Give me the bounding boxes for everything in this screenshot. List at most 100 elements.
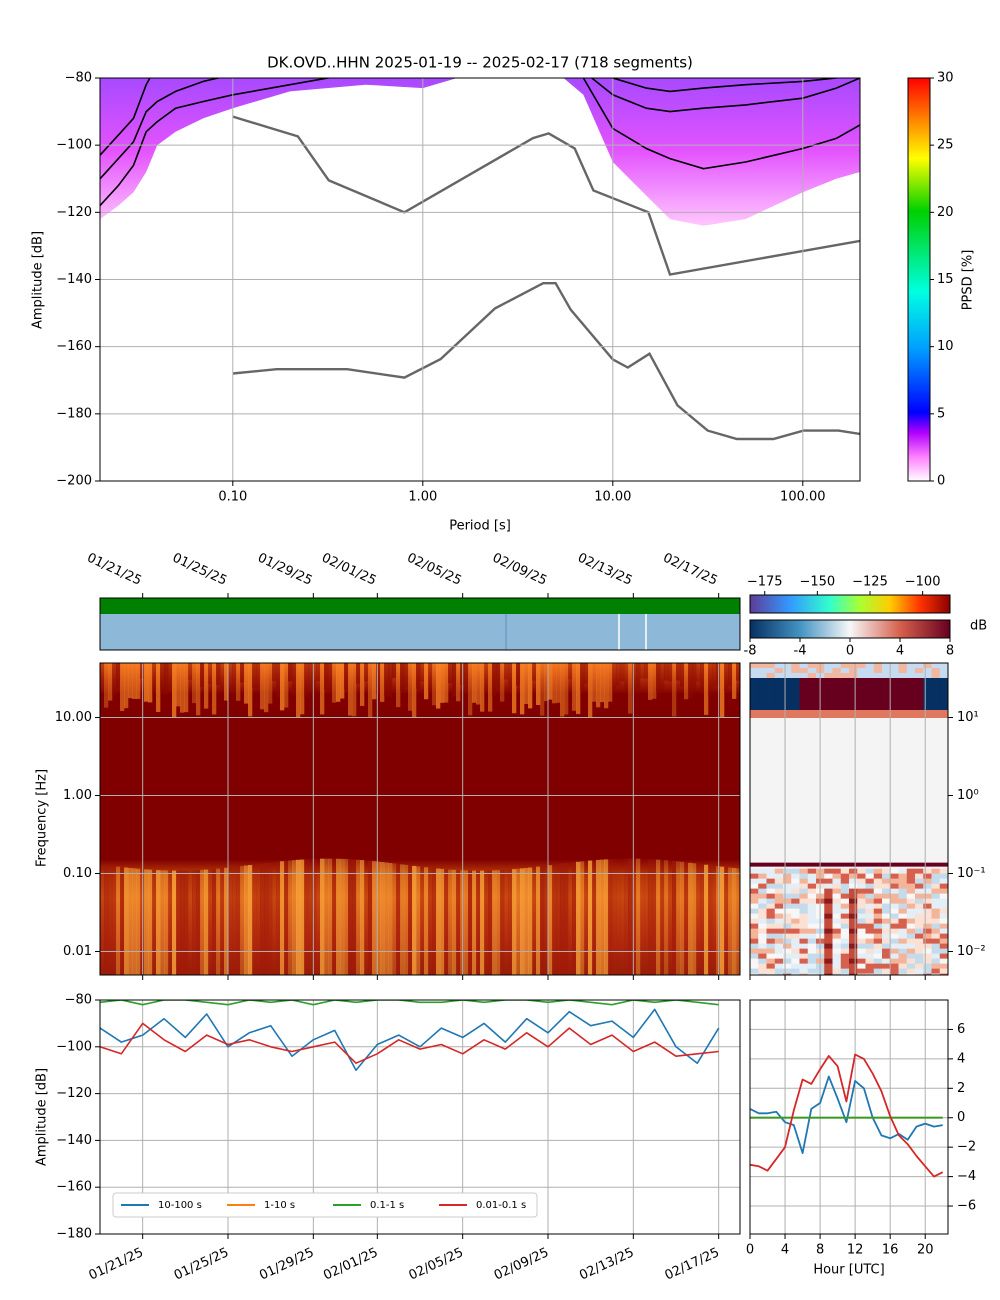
y-axis-label: Frequency [Hz] — [35, 769, 50, 867]
spectrogram-stripe — [672, 663, 677, 717]
heatmap-cell — [906, 918, 916, 924]
heatmap-cell — [807, 710, 817, 718]
spectrogram-stripe — [592, 663, 597, 702]
heatmap-cell — [865, 913, 875, 919]
heatmap-cell — [915, 668, 924, 674]
heatmap-cell — [873, 918, 883, 924]
colorbar-tick-label: 10 — [937, 339, 954, 354]
heatmap-cell — [832, 963, 842, 969]
heatmap-cell — [849, 953, 858, 959]
spectrogram-stripe — [228, 663, 233, 693]
heatmap-cell — [824, 913, 833, 919]
heatmap-cell — [906, 678, 916, 710]
heatmap-cell — [931, 678, 941, 710]
spectrogram-stripe — [644, 663, 649, 679]
heatmap-cell — [840, 908, 850, 914]
heatmap-cell — [898, 973, 908, 975]
spectrogram-stripe — [168, 663, 173, 688]
spectrogram-stripe — [576, 861, 581, 975]
heatmap-cell — [783, 948, 792, 954]
heatmap-cell — [923, 873, 932, 879]
spectrogram-stripe — [684, 862, 689, 975]
heatmap-cell — [849, 663, 858, 669]
series-line — [100, 1022, 719, 1064]
spectrogram-stripe — [536, 663, 541, 705]
heatmap-cell — [824, 943, 833, 949]
heatmap-cell — [824, 883, 833, 889]
heatmap-cell — [750, 918, 759, 924]
heatmap-cell — [857, 938, 866, 944]
spectrogram-stripe — [660, 859, 665, 975]
heatmap-cell — [857, 953, 866, 959]
heatmap-cell — [766, 710, 776, 718]
heatmap-cell — [865, 903, 875, 909]
x-tick-label: 0 — [746, 1243, 754, 1258]
heatmap-cell — [807, 933, 817, 939]
spectrogram-stripe — [308, 859, 313, 975]
heatmap-cell — [873, 668, 883, 674]
x-tick-label: 02/05/25 — [405, 551, 464, 589]
spectrogram-stripe — [384, 862, 389, 975]
spectrogram-stripe — [244, 663, 249, 704]
spectrogram-stripe — [516, 868, 521, 975]
spectrogram-stripe — [732, 663, 737, 699]
heatmap-cell — [758, 878, 767, 884]
legend-label: 10-100 s — [158, 1200, 202, 1211]
heatmap-cell — [865, 943, 875, 949]
spectrogram-stripe — [276, 861, 281, 975]
spectrogram-stripe — [664, 860, 669, 975]
x-tick-label: 02/17/25 — [661, 551, 720, 589]
spectrogram-stripe — [112, 866, 117, 975]
heatmap-cell — [865, 710, 875, 718]
spectrogram-stripe — [496, 663, 501, 689]
heatmap-cell — [832, 868, 842, 874]
spectrogram-stripe — [164, 663, 169, 695]
heatmap-cell — [799, 948, 809, 954]
spectrogram-stripe — [736, 663, 740, 681]
spectrogram-stripe — [284, 663, 289, 708]
heatmap-cell — [824, 963, 833, 969]
spectrogram-stripe — [580, 861, 585, 975]
heatmap-cell — [766, 923, 776, 929]
spectrogram-stripe — [100, 663, 105, 686]
spectrogram-stripe — [148, 869, 153, 975]
spectrogram-stripe — [708, 865, 713, 975]
heatmap-cell — [750, 913, 759, 919]
heatmap-cell — [873, 968, 883, 974]
spectrogram-stripe — [352, 859, 357, 975]
heatmap-cell — [923, 973, 932, 975]
heatmap-cell — [758, 973, 767, 975]
spectrogram-stripe — [572, 663, 577, 711]
heatmap-cell — [931, 888, 941, 894]
heatmap-cell — [799, 893, 809, 899]
spectrogram-stripe — [260, 663, 265, 710]
heatmap-cell — [915, 933, 924, 939]
spectrogram-stripe — [348, 663, 353, 716]
heatmap-cell — [931, 958, 941, 964]
spectrogram-stripe — [368, 860, 373, 975]
y-tick-label: 0 — [957, 1110, 965, 1125]
heatmap-cell — [939, 898, 948, 904]
heatmap-cell — [890, 908, 899, 914]
spectrogram-stripe — [144, 869, 149, 975]
heatmap-cell — [865, 888, 875, 894]
heatmap-cell — [931, 873, 941, 879]
spectrogram-stripe — [156, 663, 161, 712]
x-tick-label: 02/09/25 — [490, 551, 549, 589]
heatmap-cell — [882, 948, 891, 954]
colorbar-tick-label: -4 — [794, 644, 807, 659]
heatmap-cell — [849, 868, 858, 874]
spectrogram-stripe — [576, 663, 581, 715]
spectrogram-stripe — [696, 663, 701, 682]
heatmap-cell — [865, 898, 875, 904]
heatmap-cell — [890, 663, 899, 669]
heatmap-cell — [890, 938, 899, 944]
spectrogram-stripe — [436, 868, 441, 975]
heatmap-cell — [799, 938, 809, 944]
heatmap-cell — [791, 918, 800, 924]
heatmap-cell — [865, 873, 875, 879]
heatmap-cell — [890, 968, 899, 974]
heatmap-cell — [791, 948, 800, 954]
heatmap-cell — [832, 973, 842, 975]
heatmap-cell — [766, 673, 776, 679]
